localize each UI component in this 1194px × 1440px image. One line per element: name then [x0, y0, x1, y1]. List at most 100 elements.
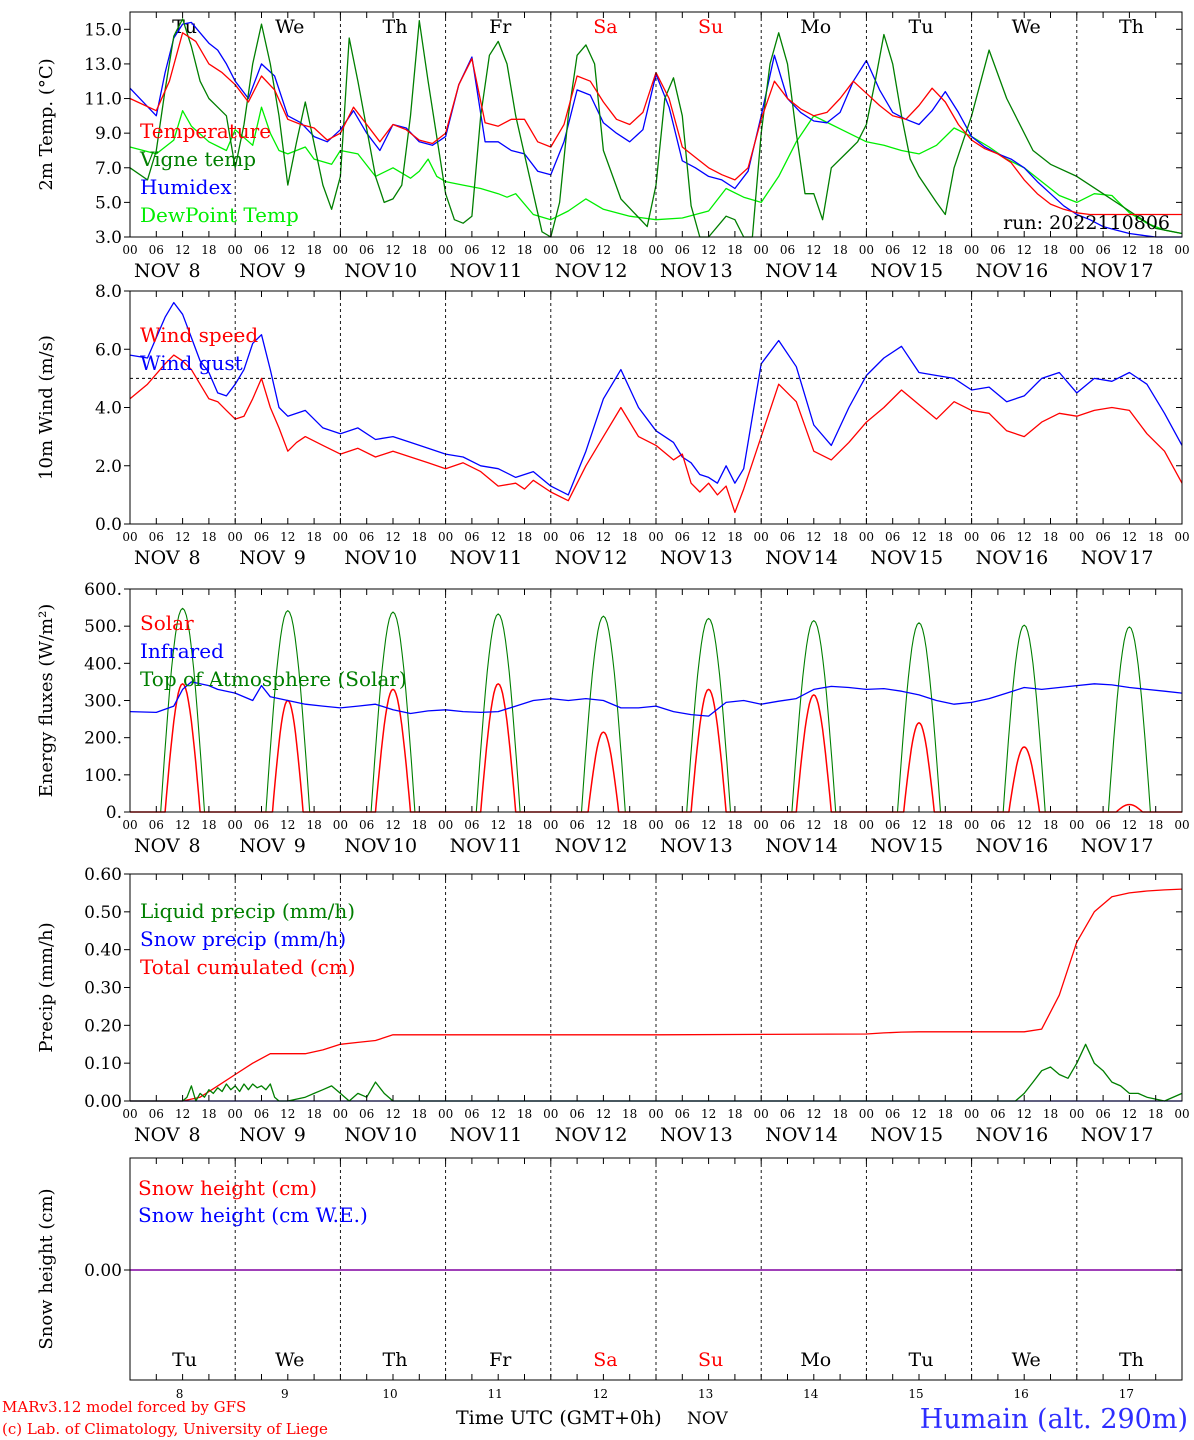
weekday-label: Tu [909, 16, 934, 38]
legend-label: Solar [140, 611, 194, 635]
legend-label: Vigne temp [139, 147, 256, 171]
flux-y-axis-label: Energy fluxes (W/m²) [36, 604, 57, 798]
date-month-label: NOV [450, 835, 496, 857]
hour-tick-label: 18 [832, 1107, 847, 1121]
hour-tick-label: 18 [622, 1107, 637, 1121]
hour-tick-label: 00 [333, 1107, 348, 1121]
hour-tick-label: 12 [280, 530, 295, 544]
date-month-label: NOV [976, 547, 1022, 569]
temp-y-axis-label: 2m Temp. (°C) [36, 58, 57, 190]
hour-tick-label: 00 [648, 1107, 663, 1121]
date-day-label: 16 [1024, 1124, 1048, 1146]
hour-tick-label: 12 [701, 1107, 716, 1121]
model-credit: MARv3.12 model forced by GFS [2, 1398, 246, 1416]
hour-tick-label: 00 [754, 530, 769, 544]
hour-tick-label: 18 [832, 243, 847, 257]
hour-tick-label: 00 [1174, 1107, 1189, 1121]
hour-tick-label: 18 [412, 530, 427, 544]
weekday-label: Fr [489, 16, 512, 38]
date-month-label: NOV [1081, 835, 1127, 857]
precip-y-tick-label: 0.30 [84, 979, 122, 999]
hour-tick-label: 06 [254, 243, 269, 257]
hour-tick-label: 18 [517, 530, 532, 544]
hour-tick-label: 00 [228, 1107, 243, 1121]
hour-tick-label: 18 [1148, 818, 1163, 832]
date-day-label: 10 [393, 260, 417, 282]
hour-tick-label: 06 [675, 1107, 690, 1121]
temp-y-tick-label: 11.0 [84, 90, 122, 110]
date-month-label: NOV [1081, 1124, 1127, 1146]
date-month-label: NOV [450, 260, 496, 282]
date-month-label: NOV [239, 547, 285, 569]
date-month-label: NOV [344, 835, 390, 857]
date-month-label: NOV [1081, 547, 1127, 569]
infrared-line [129, 681, 1183, 717]
series-line-blue [129, 301, 1183, 496]
snow-frame [129, 1157, 1183, 1381]
date-month-label: NOV [976, 1124, 1022, 1146]
date-day-label: 16 [1024, 260, 1048, 282]
hour-tick-label: 00 [438, 530, 453, 544]
hour-tick-label: 12 [280, 1107, 295, 1121]
series-line-red [129, 32, 1182, 216]
hour-tick-label: 18 [412, 818, 427, 832]
date-day-label: 10 [393, 1124, 417, 1146]
hour-tick-label: 12 [596, 530, 611, 544]
hour-tick-label: 18 [622, 530, 637, 544]
date-day-label: 14 [814, 835, 838, 857]
hour-tick-label: 12 [1122, 530, 1137, 544]
hour-tick-label: 18 [517, 243, 532, 257]
date-day-label: 15 [919, 260, 943, 282]
hour-tick-label: 12 [385, 1107, 400, 1121]
hour-tick-label: 00 [543, 243, 558, 257]
hour-tick-label: 18 [412, 1107, 427, 1121]
hour-tick-label: 12 [806, 818, 821, 832]
flux-y-tick-label: 400. [84, 654, 122, 674]
hour-tick-label: 18 [306, 818, 321, 832]
hour-tick-label: 06 [359, 243, 374, 257]
hour-tick-label: 06 [1095, 243, 1110, 257]
weekday-label: Su [698, 1349, 723, 1371]
x-axis-label: Time UTC (GMT+0h) [456, 1407, 662, 1429]
date-month-label: NOV [555, 547, 601, 569]
hour-tick-label: 00 [1069, 243, 1084, 257]
hour-tick-label: 06 [464, 243, 479, 257]
hour-tick-label: 06 [464, 818, 479, 832]
wind-y-tick-label: 0.0 [95, 515, 122, 535]
temp-y-tick-label: 15.0 [84, 20, 122, 40]
date-day-label: 13 [709, 260, 733, 282]
hour-tick-label: 18 [201, 530, 216, 544]
hour-tick-label: 00 [228, 530, 243, 544]
date-month-label: NOV [134, 547, 180, 569]
precip-y-tick-label: 0.00 [84, 1092, 122, 1112]
snow-y-axis-label: Snow height (cm) [36, 1188, 57, 1349]
hour-tick-label: 06 [569, 1107, 584, 1121]
hour-tick-label: 00 [1069, 530, 1084, 544]
date-day-label: 9 [294, 547, 306, 569]
weekday-label: Mo [800, 16, 831, 38]
hour-tick-label: 00 [122, 1107, 137, 1121]
date-day-label: 12 [603, 835, 627, 857]
date-month-label: NOV [134, 260, 180, 282]
date-month-label: NOV [870, 260, 916, 282]
hour-tick-label: 12 [1122, 818, 1137, 832]
date-month-label: NOV [134, 1124, 180, 1146]
hour-tick-label: 00 [543, 530, 558, 544]
hour-tick-label: 00 [122, 243, 137, 257]
series-line-blue [129, 21, 1182, 238]
hour-tick-label: 18 [1148, 530, 1163, 544]
weekday-label: We [275, 16, 304, 38]
hour-tick-label: 12 [701, 818, 716, 832]
date-day-label: 10 [393, 835, 417, 857]
date-day-label: 17 [1129, 835, 1153, 857]
hour-tick-label: 12 [1122, 243, 1137, 257]
hour-tick-label: 12 [175, 818, 190, 832]
hour-tick-label: 18 [1043, 1107, 1058, 1121]
hour-tick-label: 00 [754, 818, 769, 832]
date-day-label: 13 [709, 835, 733, 857]
legend-label: Infrared [140, 639, 224, 663]
snow-date-label: 17 [1119, 1387, 1134, 1401]
date-month-label: NOV [870, 547, 916, 569]
station-name: Humain (alt. 290m) [920, 1404, 1188, 1435]
hour-tick-label: 00 [333, 818, 348, 832]
